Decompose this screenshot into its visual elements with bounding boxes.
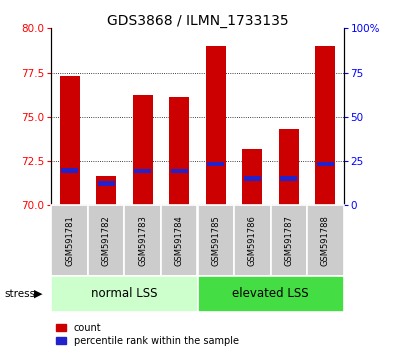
- Text: ▶: ▶: [34, 289, 42, 299]
- Bar: [307, 205, 344, 276]
- Text: GDS3868 / ILMN_1733135: GDS3868 / ILMN_1733135: [107, 14, 288, 28]
- Bar: [161, 205, 198, 276]
- Bar: [234, 205, 271, 276]
- Bar: [51, 205, 88, 276]
- Bar: [317, 162, 334, 166]
- Text: GSM591785: GSM591785: [211, 215, 220, 266]
- Bar: [271, 205, 307, 276]
- Text: GSM591782: GSM591782: [102, 215, 111, 266]
- Text: GSM591783: GSM591783: [138, 215, 147, 266]
- Text: elevated LSS: elevated LSS: [232, 287, 309, 300]
- Text: normal LSS: normal LSS: [91, 287, 158, 300]
- Bar: [206, 46, 226, 205]
- Bar: [315, 46, 335, 205]
- Bar: [280, 176, 297, 181]
- Bar: [171, 169, 188, 173]
- Bar: [133, 95, 153, 205]
- Bar: [242, 149, 262, 205]
- Text: GSM591784: GSM591784: [175, 215, 184, 266]
- Bar: [60, 76, 80, 205]
- Bar: [51, 276, 198, 312]
- Text: GSM591788: GSM591788: [321, 215, 330, 266]
- Bar: [169, 97, 189, 205]
- Bar: [134, 169, 151, 173]
- Bar: [88, 205, 124, 276]
- Bar: [124, 205, 161, 276]
- Text: GSM591786: GSM591786: [248, 215, 257, 266]
- Bar: [207, 162, 224, 166]
- Bar: [96, 176, 116, 205]
- Bar: [98, 181, 115, 186]
- Bar: [244, 176, 261, 181]
- Bar: [279, 129, 299, 205]
- Text: GSM591787: GSM591787: [284, 215, 293, 266]
- Text: GSM591781: GSM591781: [65, 215, 74, 266]
- Bar: [61, 168, 78, 172]
- Text: stress: stress: [4, 289, 35, 299]
- Bar: [198, 205, 234, 276]
- Legend: count, percentile rank within the sample: count, percentile rank within the sample: [56, 323, 239, 346]
- Bar: [198, 276, 344, 312]
